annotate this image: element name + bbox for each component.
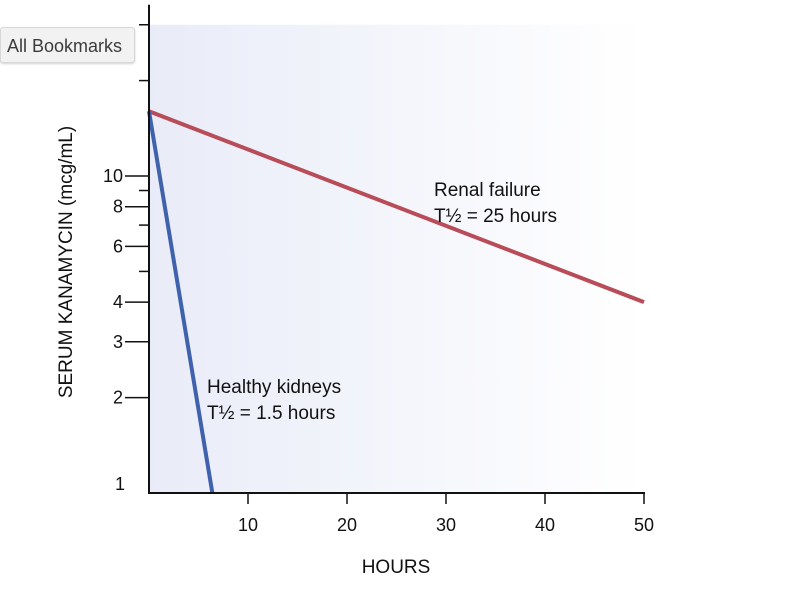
y-tick-label-2: 2 [113,388,123,408]
y-tick-label-10: 10 [103,166,123,186]
all-bookmarks-button[interactable]: All Bookmarks [0,27,136,63]
series-line-healthy-kidneys [147,110,215,494]
plot-background [149,24,644,493]
x-axis-title: HOURS [362,557,431,578]
annotation-healthy-kidneys-half-life: T½ = 1.5 hours [207,403,335,424]
x-tick-label-20: 20 [337,515,357,535]
x-tick-label-40: 40 [535,515,555,535]
annotation-renal-failure: Renal failure [434,180,541,201]
annotation-renal-failure-half-life: T½ = 25 hours [434,206,557,227]
y-tick-label-1: 1 [115,474,125,494]
series-line-renal-failure [148,109,645,305]
x-tick-label-50: 50 [634,515,654,535]
y-tick-label-8: 8 [113,197,123,217]
annotation-healthy-kidneys: Healthy kidneys [207,377,341,398]
x-tick-label-30: 30 [436,515,456,535]
y-axis-title: SERUM KANAMYCIN (mcg/mL) [56,126,77,398]
y-tick-label-4: 4 [113,292,123,312]
y-tick-label-6: 6 [113,236,123,256]
y-tick-label-3: 3 [113,332,123,352]
x-tick-label-10: 10 [238,515,258,535]
